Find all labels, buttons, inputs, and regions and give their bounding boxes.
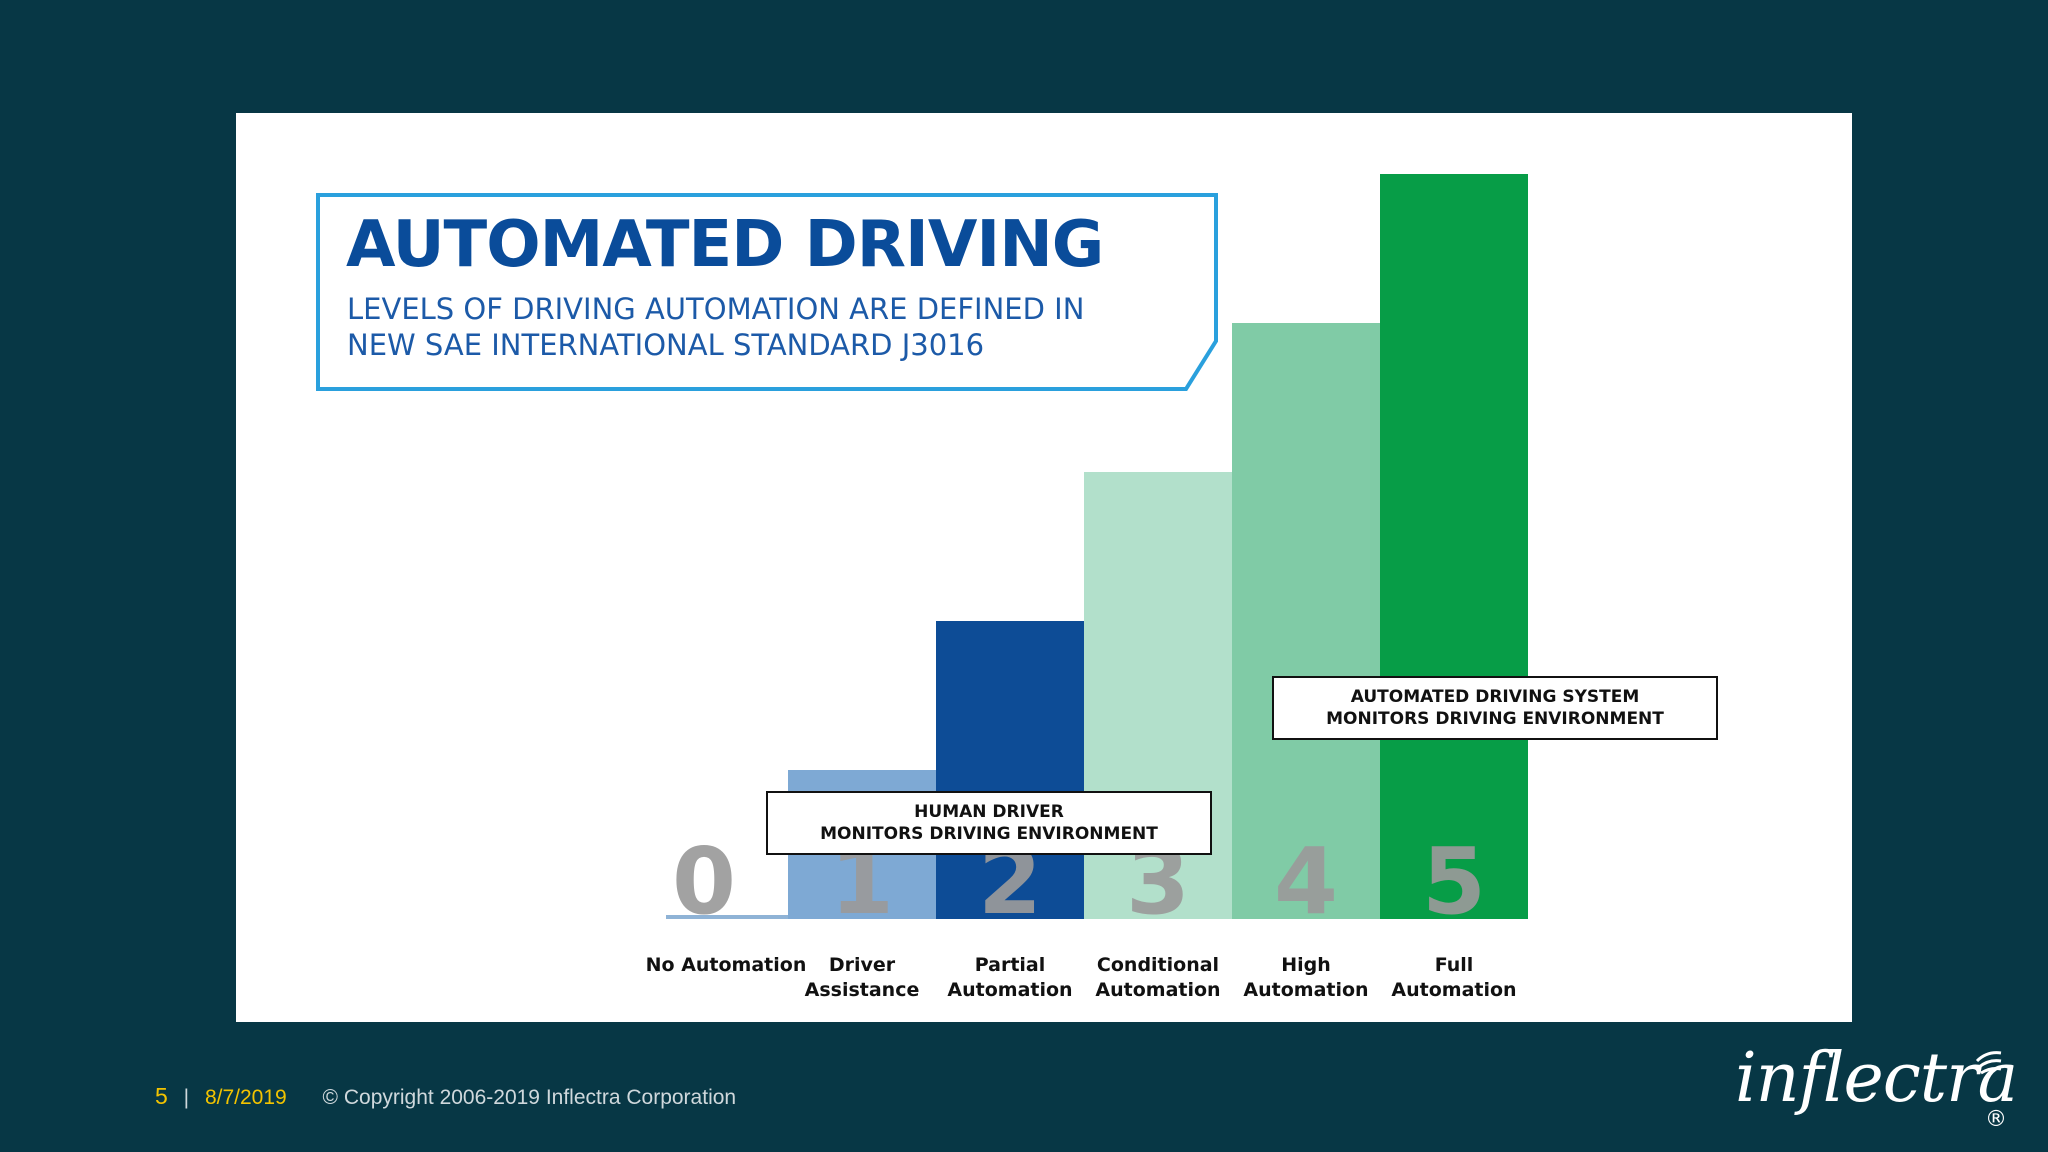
ads-region-label: AUTOMATED DRIVING SYSTEM MONITORS DRIVIN… — [1272, 676, 1718, 740]
bar-level-2 — [936, 621, 1084, 919]
region-line: MONITORS DRIVING ENVIRONMENT — [1326, 709, 1664, 729]
human-driver-region-label: HUMAN DRIVER MONITORS DRIVING ENVIRONMEN… — [766, 791, 1212, 855]
region-line: HUMAN DRIVER — [914, 802, 1064, 822]
subtitle-line-2: NEW SAE INTERNATIONAL STANDARD J3016 — [347, 328, 985, 362]
chart-title: AUTOMATED DRIVING — [346, 208, 1104, 282]
level-label-3: Conditional — [1097, 954, 1219, 976]
region-line: AUTOMATED DRIVING SYSTEM — [1350, 687, 1640, 707]
bar-level-4 — [1232, 323, 1380, 919]
level-number-4: 4 — [1274, 828, 1338, 935]
copyright-text: © Copyright 2006-2019 Inflectra Corporat… — [322, 1086, 737, 1109]
logo-wordmark: inflectra — [1735, 1039, 2018, 1118]
page-number: 5 — [155, 1083, 168, 1109]
region-line: MONITORS DRIVING ENVIRONMENT — [820, 824, 1158, 844]
subtitle-line-1: LEVELS OF DRIVING AUTOMATION ARE DEFINED… — [347, 292, 1085, 326]
footer-separator: | — [183, 1086, 190, 1109]
bar-level-5 — [1380, 174, 1528, 919]
footer-date: 8/7/2019 — [204, 1086, 287, 1109]
logo-swoosh-icon — [1975, 1051, 2002, 1075]
level-label-2: Partial — [975, 954, 1046, 976]
level-number-5: 5 — [1422, 828, 1486, 935]
title-frame — [316, 193, 1218, 391]
chart-card: AUTOMATED DRIVING LEVELS OF DRIVING AUTO… — [236, 113, 1852, 1022]
level-number-0: 0 — [672, 828, 736, 935]
chart-subtitle: LEVELS OF DRIVING AUTOMATION ARE DEFINED… — [347, 291, 1167, 363]
level-label-4: High — [1281, 954, 1331, 976]
level-label-1: Assistance — [805, 979, 920, 1001]
bar-chart: 0No Automation1DriverAssistance2PartialA… — [646, 174, 1528, 1001]
level-label-2: Automation — [947, 979, 1072, 1001]
registered-mark: ® — [1985, 1107, 2007, 1132]
level-label-0: No Automation — [646, 954, 807, 976]
footer: 5 | 8/7/2019 © Copyright 2006-2019 Infle… — [155, 1083, 736, 1110]
level-label-3: Automation — [1095, 979, 1220, 1001]
level-label-5: Automation — [1391, 979, 1516, 1001]
level-label-1: Driver — [829, 954, 896, 976]
title-frame-border — [316, 193, 1218, 391]
level-label-5: Full — [1435, 954, 1474, 976]
inflectra-logo: inflectra ® — [1735, 1039, 2018, 1135]
level-label-4: Automation — [1243, 979, 1368, 1001]
